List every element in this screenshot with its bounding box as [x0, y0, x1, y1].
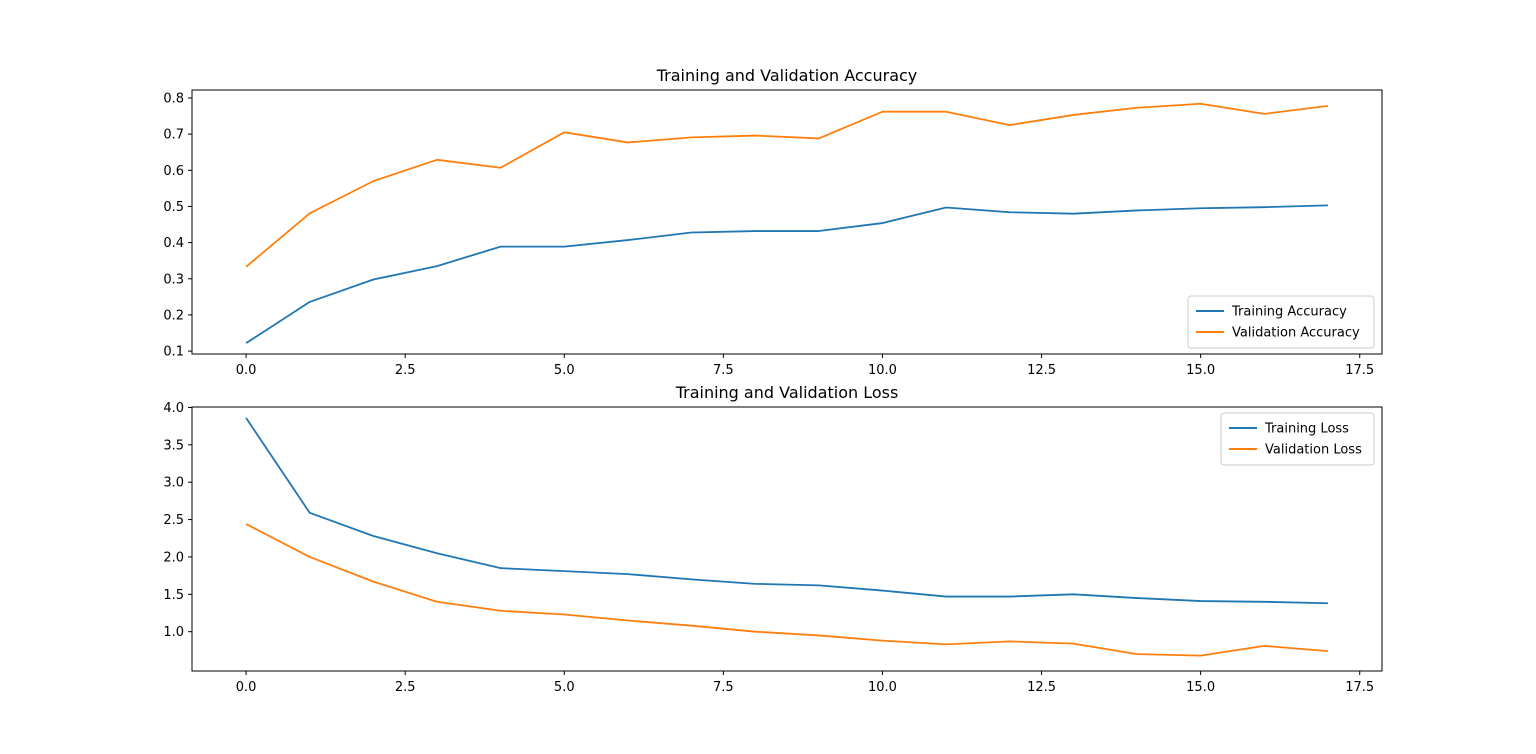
loss-y-tick-label: 1.5	[163, 588, 184, 603]
accuracy-x-tick-label: 5.0	[554, 363, 575, 378]
accuracy-legend: Training Accuracy Validation Accuracy	[1187, 295, 1375, 349]
loss-legend-box	[1220, 412, 1375, 466]
accuracy-x-tick-label: 7.5	[713, 363, 734, 378]
loss-chart-title: Training and Validation Loss	[675, 383, 899, 402]
loss-x-tick-label: 7.5	[713, 680, 734, 695]
accuracy-y-tick-label: 0.6	[163, 164, 184, 179]
loss-legend-label-validation: Validation Loss	[1265, 443, 1362, 458]
accuracy-y-tick-label: 0.7	[163, 128, 184, 143]
loss-x-tick-label: 5.0	[554, 680, 575, 695]
accuracy-x-tick-label: 2.5	[395, 363, 416, 378]
accuracy-legend-label-training: Training Accuracy	[1231, 305, 1347, 320]
loss-x-axis: 0.0 2.5 5.0 7.5 10.0 12.5 15.0 17.5	[236, 671, 1374, 695]
accuracy-y-tick-label: 0.3	[163, 272, 184, 287]
loss-x-tick-label: 2.5	[395, 680, 416, 695]
loss-series-line-validation	[245, 523, 1328, 657]
loss-x-tick-label: 10.0	[868, 680, 897, 695]
accuracy-subplot: Training and Validation Accuracy 0.0 2.5 5…	[163, 66, 1383, 378]
loss-x-tick-label: 15.0	[1186, 680, 1215, 695]
loss-subplot: Training and Validation Loss 0.0 2.5 5.0 7.…	[163, 383, 1383, 695]
loss-y-tick-label: 3.5	[163, 438, 184, 453]
loss-y-tick-label: 3.0	[163, 476, 184, 491]
accuracy-series-group	[245, 102, 1329, 344]
accuracy-plot-area	[191, 89, 1383, 355]
loss-x-tick-label: 12.5	[1027, 680, 1056, 695]
accuracy-axes-frame	[191, 89, 1383, 355]
loss-plot-area	[191, 406, 1383, 672]
loss-series-line-training	[245, 417, 1328, 605]
loss-x-tick-label: 0.0	[236, 680, 257, 695]
loss-legend-label-training: Training Loss	[1264, 422, 1349, 437]
loss-y-tick-label: 4.0	[163, 401, 184, 416]
accuracy-y-tick-label: 0.1	[163, 345, 184, 360]
accuracy-x-tick-label: 0.0	[236, 363, 257, 378]
accuracy-chart-title: Training and Validation Accuracy	[656, 66, 918, 85]
loss-x-tick-label: 17.5	[1345, 680, 1374, 695]
loss-y-tick-label: 2.0	[163, 550, 184, 565]
accuracy-y-tick-label: 0.5	[163, 200, 184, 215]
accuracy-legend-box	[1187, 295, 1375, 349]
accuracy-y-tick-label: 0.8	[163, 91, 184, 106]
accuracy-x-tick-label: 15.0	[1186, 363, 1215, 378]
loss-legend: Training Loss Validation Loss	[1220, 412, 1375, 466]
accuracy-y-tick-label: 0.4	[163, 236, 184, 251]
loss-axes-frame	[191, 406, 1383, 672]
accuracy-series-line-validation	[245, 102, 1329, 268]
loss-y-tick-label: 2.5	[163, 513, 184, 528]
loss-y-tick-label: 1.0	[163, 625, 184, 640]
accuracy-x-tick-label: 12.5	[1027, 363, 1056, 378]
accuracy-series-line-training	[245, 204, 1328, 344]
accuracy-x-tick-label: 17.5	[1345, 363, 1374, 378]
loss-y-axis: 1.0 1.5 2.0 2.5 3.0 3.5 4.0	[163, 401, 192, 640]
loss-series-group	[245, 417, 1328, 657]
accuracy-x-tick-label: 10.0	[868, 363, 897, 378]
accuracy-y-axis: 0.1 0.2 0.3 0.4 0.5 0.6 0.7 0.8	[163, 91, 192, 360]
accuracy-x-axis: 0.0 2.5 5.0 7.5 10.0 12.5 15.0 17.5	[236, 354, 1374, 378]
accuracy-y-tick-label: 0.2	[163, 308, 184, 323]
accuracy-legend-label-validation: Validation Accuracy	[1232, 326, 1360, 341]
